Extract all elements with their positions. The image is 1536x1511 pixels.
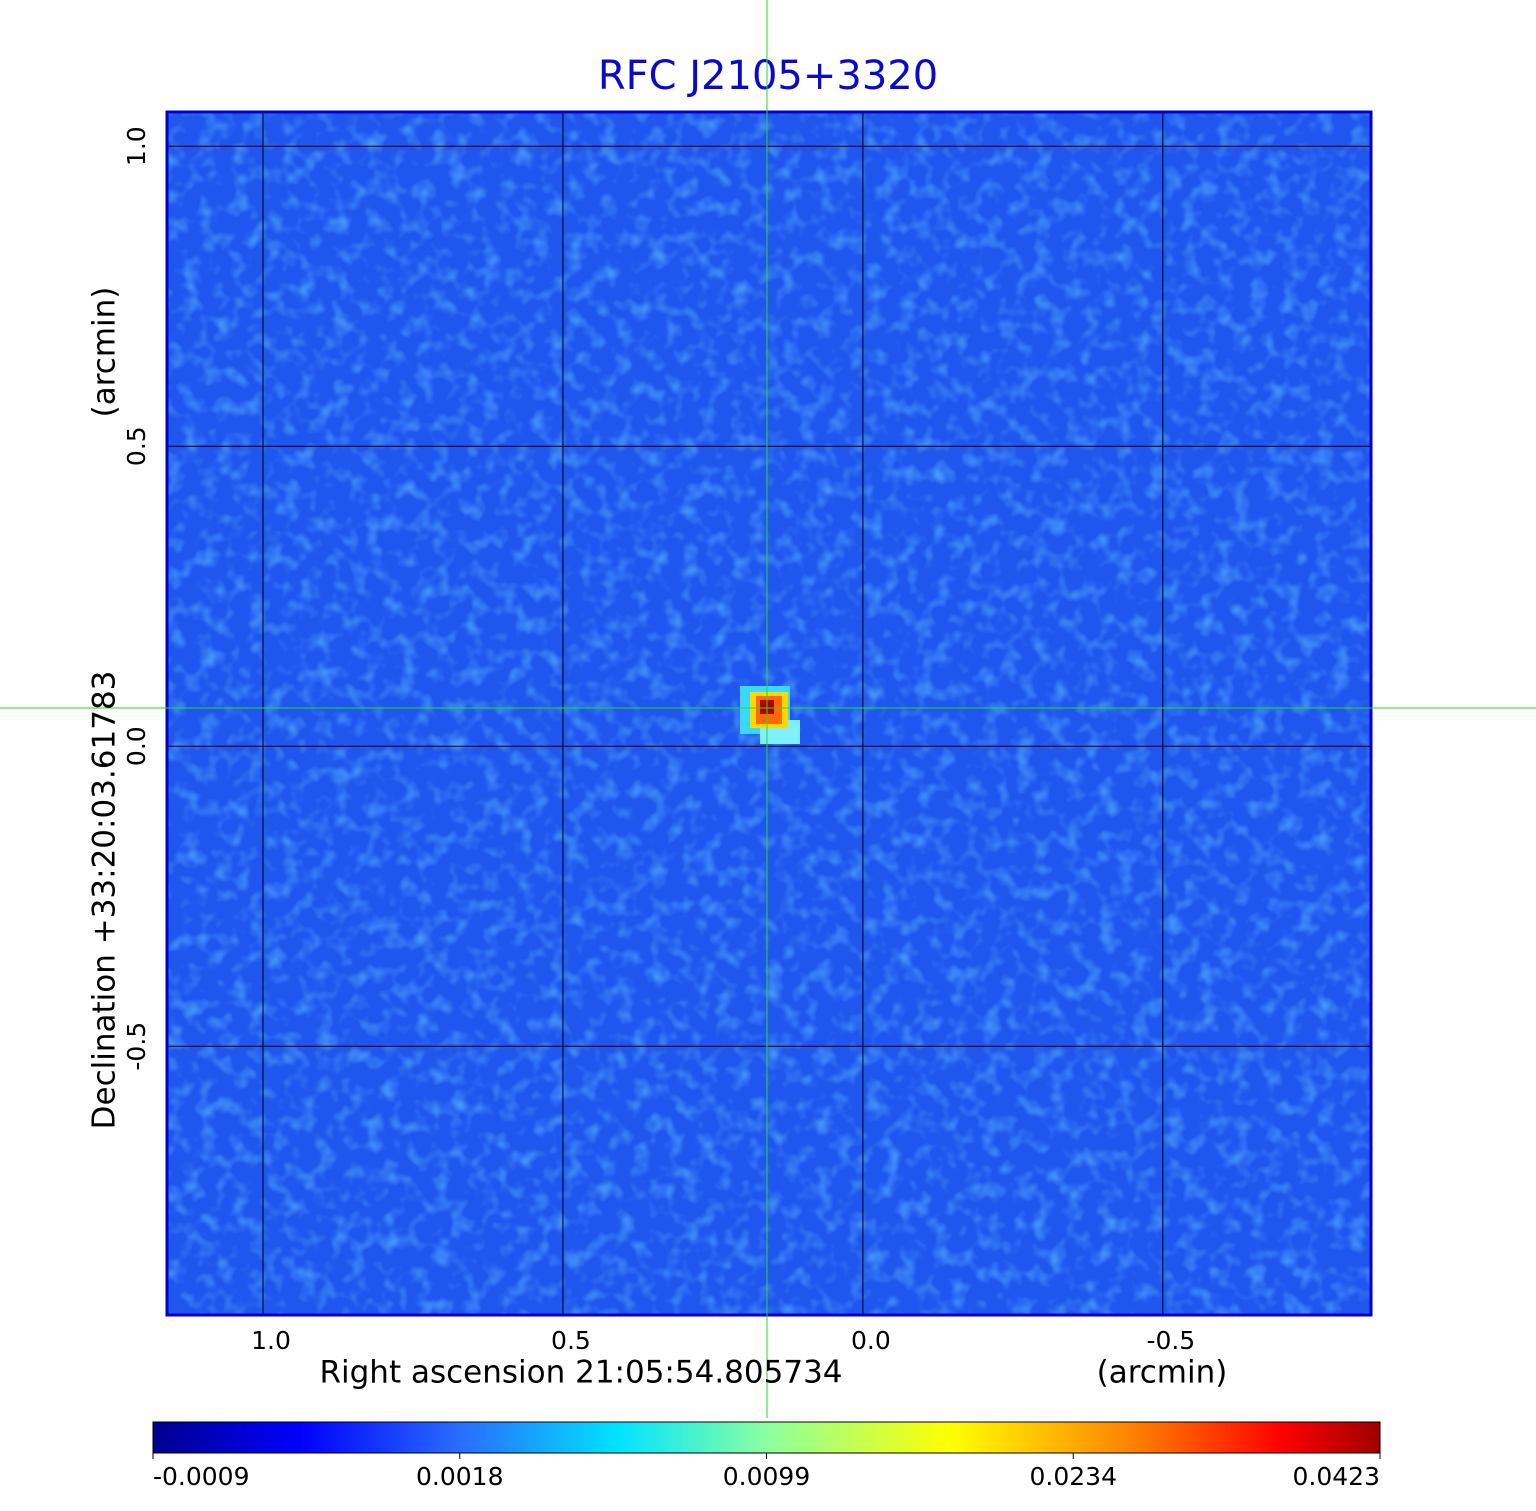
y-tick-label: 1.0 [122,126,151,166]
x-tick-label: 0.5 [551,1326,591,1355]
colorbar-tick-label: 0.0423 [1293,1462,1380,1491]
x-axis-title: Right ascension 21:05:54.805734 [319,1355,842,1391]
image-panel [167,112,1371,1315]
source [740,686,800,744]
x-axis-unit: (arcmin) [1097,1355,1228,1391]
x-tick-label: 1.0 [251,1326,291,1355]
x-tick-label: 0.0 [851,1326,891,1355]
y-tick-label: 0.0 [122,726,151,766]
y-tick-label: 0.5 [122,426,151,466]
colorbar-tick-label: 0.0099 [723,1462,810,1491]
plot-frame [165,110,1373,1317]
y-tick-label: -0.5 [122,1022,151,1071]
x-tick-label: -0.5 [1146,1326,1195,1355]
colorbar [152,1421,1381,1454]
y-axis-unit: (arcmin) [87,287,123,418]
colorbar-tick-label: -0.0009 [153,1462,250,1491]
y-axis-title: Declination +33:20:03.61783 [87,671,123,1130]
colorbar-tick-label: 0.0018 [416,1462,503,1491]
colorbar-tick-label: 0.0234 [1030,1462,1117,1491]
grid [167,112,1371,1315]
chart-title: RFC J2105+3320 [598,53,938,99]
